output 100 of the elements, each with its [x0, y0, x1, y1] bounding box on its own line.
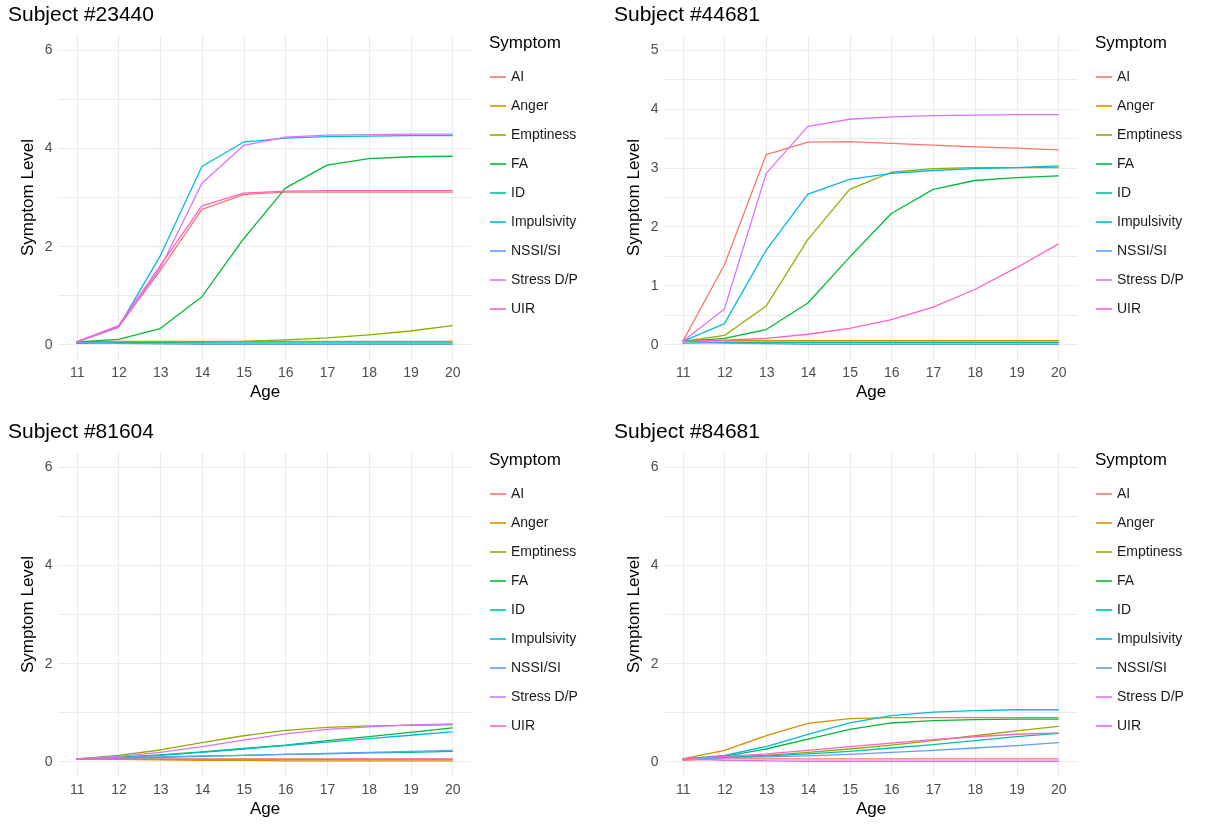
y-axis-title: Symptom Level — [17, 555, 37, 674]
x-tick-label: 15 — [842, 780, 859, 797]
x-tick-label: 11 — [70, 363, 85, 380]
y-tick-label: 2 — [44, 237, 53, 254]
legend-label: FA — [1117, 572, 1135, 588]
x-tick-label: 15 — [842, 363, 859, 380]
x-tick-label: 11 — [676, 363, 691, 380]
legend-label: Anger — [511, 514, 549, 530]
legend-label: FA — [511, 155, 529, 171]
legend-label: Stress D/P — [1117, 271, 1184, 287]
legend-label: ID — [1117, 184, 1131, 200]
y-tick-label: 6 — [650, 458, 659, 475]
legend-label: FA — [1117, 155, 1135, 171]
x-tick-label: 20 — [444, 363, 461, 380]
x-tick-label: 12 — [717, 363, 733, 380]
x-tick-label: 20 — [444, 780, 461, 797]
legend-label: Impulsivity — [511, 630, 577, 646]
x-tick-label: 16 — [884, 363, 900, 380]
x-axis-title: Age — [855, 798, 887, 818]
x-tick-label: 13 — [152, 780, 169, 797]
legend-label: Impulsivity — [1117, 630, 1183, 646]
y-tick-label: 2 — [650, 654, 659, 671]
x-tick-label: 16 — [884, 780, 900, 797]
legend-label: Emptiness — [1117, 126, 1183, 142]
legend-label: Emptiness — [511, 126, 577, 142]
legend-label: NSSI/SI — [511, 242, 561, 258]
x-tick-label: 17 — [319, 780, 336, 797]
x-tick-label: 12 — [111, 363, 127, 380]
legend-title: Symptom — [489, 450, 561, 469]
x-tick-label: 18 — [967, 363, 984, 380]
x-tick-label: 13 — [758, 780, 775, 797]
x-tick-label: 15 — [236, 363, 253, 380]
y-tick-label: 2 — [650, 217, 659, 234]
legend-title: Symptom — [1095, 450, 1167, 469]
x-tick-label: 15 — [236, 780, 253, 797]
y-tick-label: 0 — [650, 752, 659, 769]
x-tick-label: 11 — [676, 780, 691, 797]
legend-label: AI — [511, 485, 525, 501]
y-tick-label: 0 — [44, 752, 53, 769]
x-tick-label: 18 — [361, 780, 378, 797]
x-tick-label: 18 — [361, 363, 378, 380]
legend-label: ID — [1117, 601, 1131, 617]
y-tick-label: 2 — [44, 654, 53, 671]
y-axis-title: Symptom Level — [623, 555, 643, 674]
y-axis-title: Symptom Level — [17, 138, 37, 257]
legend-label: Emptiness — [511, 543, 577, 559]
x-tick-label: 17 — [925, 363, 942, 380]
y-tick-label: 6 — [44, 458, 53, 475]
legend-label: NSSI/SI — [1117, 242, 1167, 258]
y-tick-label: 4 — [44, 139, 53, 156]
x-tick-label: 14 — [800, 780, 817, 797]
legend-label: FA — [511, 572, 529, 588]
legend-label: ID — [511, 184, 525, 200]
legend-label: NSSI/SI — [511, 659, 561, 675]
legend-label: Stress D/P — [1117, 688, 1184, 704]
x-tick-label: 19 — [1009, 780, 1026, 797]
legend-label: UIR — [511, 300, 536, 316]
y-tick-label: 4 — [44, 556, 53, 573]
chart-title: Subject #44681 — [614, 2, 760, 25]
legend-label: Anger — [1117, 514, 1155, 530]
legend-title: Symptom — [1095, 33, 1167, 52]
x-tick-label: 17 — [319, 363, 336, 380]
legend-label: AI — [511, 68, 525, 84]
x-tick-label: 19 — [403, 363, 420, 380]
x-tick-label: 19 — [1009, 363, 1026, 380]
chart-title: Subject #84681 — [614, 419, 760, 442]
x-tick-label: 11 — [70, 780, 85, 797]
legend-label: Stress D/P — [511, 688, 578, 704]
x-tick-label: 12 — [717, 780, 733, 797]
x-axis-title: Age — [249, 381, 281, 401]
legend-label: UIR — [1117, 300, 1142, 316]
x-tick-label: 14 — [194, 780, 211, 797]
legend-label: NSSI/SI — [1117, 659, 1167, 675]
x-axis-title: Age — [855, 381, 887, 401]
x-axis-title: Age — [249, 798, 281, 818]
y-tick-label: 4 — [650, 556, 659, 573]
y-tick-label: 5 — [650, 41, 659, 58]
legend-label: UIR — [511, 717, 536, 733]
legend-label: Impulsivity — [1117, 213, 1183, 229]
legend-label: Emptiness — [1117, 543, 1183, 559]
x-tick-label: 18 — [967, 780, 984, 797]
chart-title: Subject #81604 — [8, 419, 155, 442]
x-tick-label: 14 — [800, 363, 817, 380]
x-tick-label: 13 — [758, 363, 775, 380]
x-tick-label: 14 — [194, 363, 211, 380]
legend-label: ID — [511, 601, 525, 617]
legend-label: Anger — [1117, 97, 1155, 113]
x-tick-label: 12 — [111, 780, 127, 797]
y-tick-label: 0 — [44, 335, 53, 352]
legend-label: Anger — [511, 97, 549, 113]
y-axis-title: Symptom Level — [623, 138, 643, 257]
y-tick-label: 0 — [650, 335, 659, 352]
x-tick-label: 16 — [278, 780, 294, 797]
x-tick-label: 13 — [152, 363, 169, 380]
x-tick-label: 19 — [403, 780, 420, 797]
legend-label: AI — [1117, 68, 1131, 84]
y-tick-label: 3 — [650, 159, 659, 176]
y-tick-label: 4 — [650, 100, 659, 117]
y-tick-label: 1 — [650, 276, 659, 293]
legend-label: UIR — [1117, 717, 1142, 733]
